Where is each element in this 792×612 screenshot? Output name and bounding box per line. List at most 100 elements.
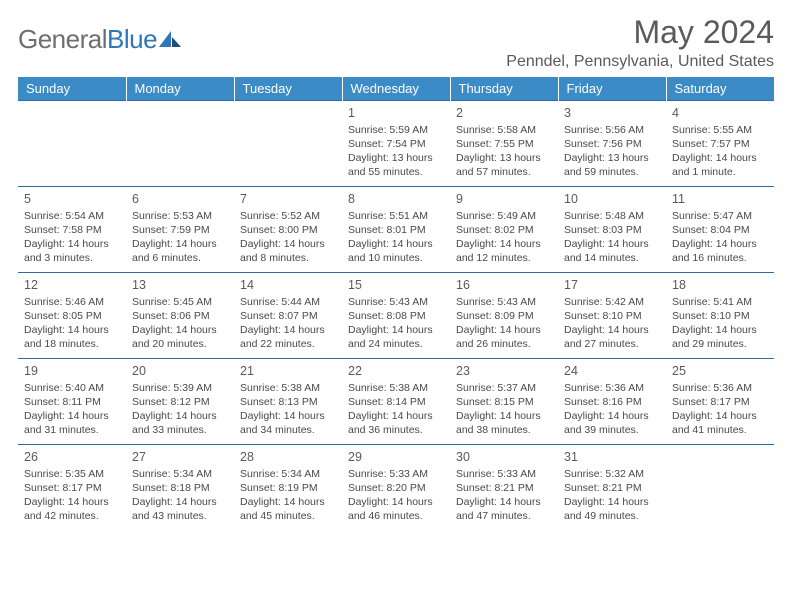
daylight-line: Daylight: 14 hours and 8 minutes. xyxy=(240,237,336,265)
calendar-cell: 25Sunrise: 5:36 AMSunset: 8:17 PMDayligh… xyxy=(666,359,774,445)
calendar-cell: 21Sunrise: 5:38 AMSunset: 8:13 PMDayligh… xyxy=(234,359,342,445)
calendar-row: 19Sunrise: 5:40 AMSunset: 8:11 PMDayligh… xyxy=(18,359,774,445)
sunset-line: Sunset: 8:05 PM xyxy=(24,309,120,323)
day-number: 3 xyxy=(564,105,660,122)
sunset-line: Sunset: 8:07 PM xyxy=(240,309,336,323)
sunset-line: Sunset: 7:56 PM xyxy=(564,137,660,151)
sunrise-line: Sunrise: 5:35 AM xyxy=(24,467,120,481)
daylight-line: Daylight: 14 hours and 39 minutes. xyxy=(564,409,660,437)
daylight-line: Daylight: 14 hours and 27 minutes. xyxy=(564,323,660,351)
calendar-row: 5Sunrise: 5:54 AMSunset: 7:58 PMDaylight… xyxy=(18,187,774,273)
calendar-cell xyxy=(126,101,234,187)
sunset-line: Sunset: 8:08 PM xyxy=(348,309,444,323)
day-header: Friday xyxy=(558,77,666,101)
calendar-row: 26Sunrise: 5:35 AMSunset: 8:17 PMDayligh… xyxy=(18,445,774,531)
calendar-cell: 7Sunrise: 5:52 AMSunset: 8:00 PMDaylight… xyxy=(234,187,342,273)
day-number: 29 xyxy=(348,449,444,466)
sunrise-line: Sunrise: 5:58 AM xyxy=(456,123,552,137)
day-number: 6 xyxy=(132,191,228,208)
sunrise-line: Sunrise: 5:52 AM xyxy=(240,209,336,223)
sunrise-line: Sunrise: 5:45 AM xyxy=(132,295,228,309)
sunrise-line: Sunrise: 5:39 AM xyxy=(132,381,228,395)
daylight-line: Daylight: 14 hours and 18 minutes. xyxy=(24,323,120,351)
sunset-line: Sunset: 8:01 PM xyxy=(348,223,444,237)
day-number: 26 xyxy=(24,449,120,466)
sunset-line: Sunset: 8:10 PM xyxy=(564,309,660,323)
daylight-line: Daylight: 14 hours and 26 minutes. xyxy=(456,323,552,351)
sunset-line: Sunset: 7:57 PM xyxy=(672,137,768,151)
calendar-cell: 31Sunrise: 5:32 AMSunset: 8:21 PMDayligh… xyxy=(558,445,666,531)
calendar-cell: 12Sunrise: 5:46 AMSunset: 8:05 PMDayligh… xyxy=(18,273,126,359)
daylight-line: Daylight: 14 hours and 46 minutes. xyxy=(348,495,444,523)
calendar-cell: 27Sunrise: 5:34 AMSunset: 8:18 PMDayligh… xyxy=(126,445,234,531)
sail-icon xyxy=(159,31,181,49)
daylight-line: Daylight: 14 hours and 42 minutes. xyxy=(24,495,120,523)
day-number: 10 xyxy=(564,191,660,208)
calendar-cell: 17Sunrise: 5:42 AMSunset: 8:10 PMDayligh… xyxy=(558,273,666,359)
sunrise-line: Sunrise: 5:49 AM xyxy=(456,209,552,223)
sunset-line: Sunset: 7:55 PM xyxy=(456,137,552,151)
day-number: 19 xyxy=(24,363,120,380)
day-number: 13 xyxy=(132,277,228,294)
daylight-line: Daylight: 13 hours and 57 minutes. xyxy=(456,151,552,179)
sunrise-line: Sunrise: 5:43 AM xyxy=(456,295,552,309)
sunrise-line: Sunrise: 5:40 AM xyxy=(24,381,120,395)
sunrise-line: Sunrise: 5:42 AM xyxy=(564,295,660,309)
daylight-line: Daylight: 14 hours and 10 minutes. xyxy=(348,237,444,265)
day-number: 2 xyxy=(456,105,552,122)
sunrise-line: Sunrise: 5:46 AM xyxy=(24,295,120,309)
daylight-line: Daylight: 14 hours and 45 minutes. xyxy=(240,495,336,523)
sunrise-line: Sunrise: 5:34 AM xyxy=(240,467,336,481)
day-number: 8 xyxy=(348,191,444,208)
daylight-line: Daylight: 13 hours and 55 minutes. xyxy=(348,151,444,179)
daylight-line: Daylight: 14 hours and 6 minutes. xyxy=(132,237,228,265)
daylight-line: Daylight: 14 hours and 31 minutes. xyxy=(24,409,120,437)
sunrise-line: Sunrise: 5:51 AM xyxy=(348,209,444,223)
sunrise-line: Sunrise: 5:33 AM xyxy=(348,467,444,481)
calendar-cell: 29Sunrise: 5:33 AMSunset: 8:20 PMDayligh… xyxy=(342,445,450,531)
day-number: 31 xyxy=(564,449,660,466)
day-number: 25 xyxy=(672,363,768,380)
sunset-line: Sunset: 7:58 PM xyxy=(24,223,120,237)
calendar-cell: 4Sunrise: 5:55 AMSunset: 7:57 PMDaylight… xyxy=(666,101,774,187)
day-number: 11 xyxy=(672,191,768,208)
sunset-line: Sunset: 8:19 PM xyxy=(240,481,336,495)
daylight-line: Daylight: 14 hours and 22 minutes. xyxy=(240,323,336,351)
calendar-cell: 6Sunrise: 5:53 AMSunset: 7:59 PMDaylight… xyxy=(126,187,234,273)
sunset-line: Sunset: 8:04 PM xyxy=(672,223,768,237)
sunrise-line: Sunrise: 5:59 AM xyxy=(348,123,444,137)
daylight-line: Daylight: 14 hours and 14 minutes. xyxy=(564,237,660,265)
calendar-table: SundayMondayTuesdayWednesdayThursdayFrid… xyxy=(18,77,774,531)
sunset-line: Sunset: 8:17 PM xyxy=(672,395,768,409)
calendar-cell: 9Sunrise: 5:49 AMSunset: 8:02 PMDaylight… xyxy=(450,187,558,273)
calendar-body: 1Sunrise: 5:59 AMSunset: 7:54 PMDaylight… xyxy=(18,101,774,531)
sunrise-line: Sunrise: 5:33 AM xyxy=(456,467,552,481)
sunset-line: Sunset: 8:14 PM xyxy=(348,395,444,409)
daylight-line: Daylight: 14 hours and 12 minutes. xyxy=(456,237,552,265)
calendar-row: 12Sunrise: 5:46 AMSunset: 8:05 PMDayligh… xyxy=(18,273,774,359)
calendar-cell: 15Sunrise: 5:43 AMSunset: 8:08 PMDayligh… xyxy=(342,273,450,359)
calendar-cell: 8Sunrise: 5:51 AMSunset: 8:01 PMDaylight… xyxy=(342,187,450,273)
sunrise-line: Sunrise: 5:48 AM xyxy=(564,209,660,223)
calendar-cell: 28Sunrise: 5:34 AMSunset: 8:19 PMDayligh… xyxy=(234,445,342,531)
sunrise-line: Sunrise: 5:36 AM xyxy=(672,381,768,395)
sunrise-line: Sunrise: 5:47 AM xyxy=(672,209,768,223)
sunset-line: Sunset: 8:10 PM xyxy=(672,309,768,323)
sunset-line: Sunset: 8:02 PM xyxy=(456,223,552,237)
sunrise-line: Sunrise: 5:38 AM xyxy=(240,381,336,395)
logo-part1: General xyxy=(18,24,107,54)
day-number: 16 xyxy=(456,277,552,294)
sunset-line: Sunset: 8:21 PM xyxy=(564,481,660,495)
day-number: 24 xyxy=(564,363,660,380)
daylight-line: Daylight: 14 hours and 47 minutes. xyxy=(456,495,552,523)
header: GeneralBlue May 2024 Penndel, Pennsylvan… xyxy=(18,14,774,71)
day-number: 22 xyxy=(348,363,444,380)
day-number: 12 xyxy=(24,277,120,294)
sunset-line: Sunset: 7:59 PM xyxy=(132,223,228,237)
day-number: 28 xyxy=(240,449,336,466)
daylight-line: Daylight: 14 hours and 3 minutes. xyxy=(24,237,120,265)
sunset-line: Sunset: 8:15 PM xyxy=(456,395,552,409)
calendar-cell: 30Sunrise: 5:33 AMSunset: 8:21 PMDayligh… xyxy=(450,445,558,531)
day-header: Saturday xyxy=(666,77,774,101)
sunset-line: Sunset: 8:20 PM xyxy=(348,481,444,495)
